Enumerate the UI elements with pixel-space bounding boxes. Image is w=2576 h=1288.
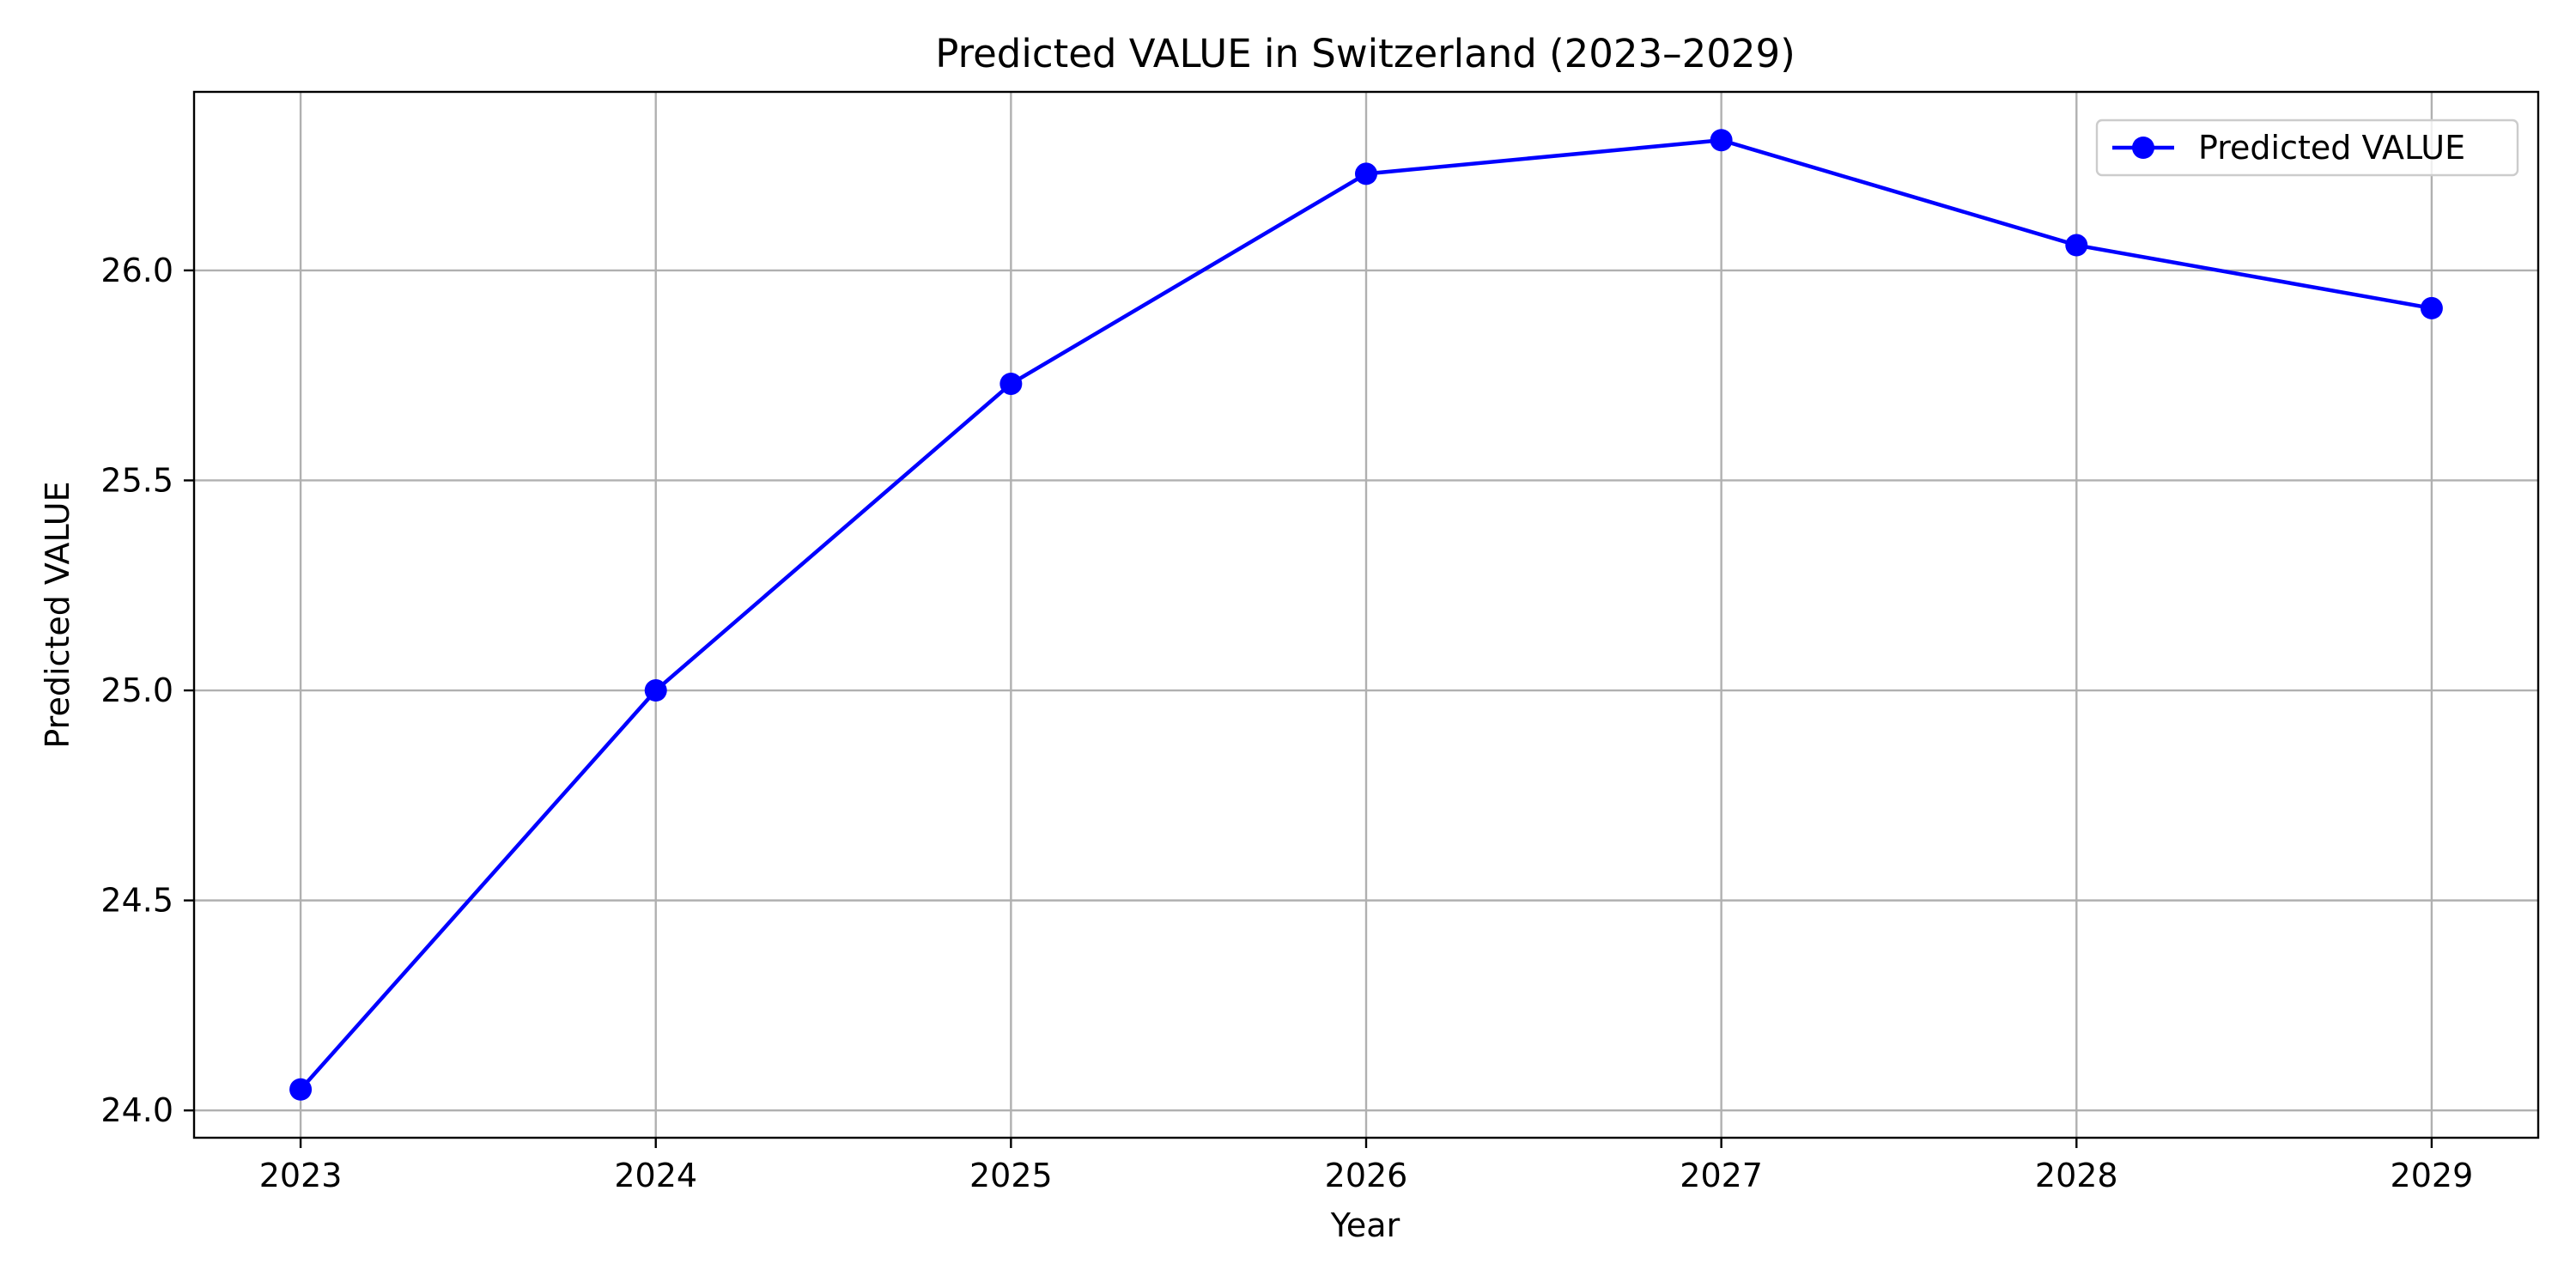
y-tick-label: 25.0 [100, 671, 173, 709]
data-point [289, 1078, 313, 1101]
y-tick-label: 24.5 [100, 882, 173, 920]
y-tick-label: 26.0 [100, 252, 173, 289]
data-point [2065, 234, 2088, 257]
chart-title: Predicted VALUE in Switzerland (2023–202… [935, 31, 1795, 76]
data-point [2420, 296, 2443, 319]
y-tick-label: 25.5 [100, 461, 173, 499]
x-tick-label: 2026 [1325, 1157, 1408, 1194]
y-axis-label: Predicted VALUE [39, 481, 76, 748]
x-tick-label: 2025 [969, 1157, 1053, 1194]
x-tick-label: 2027 [1680, 1157, 1763, 1194]
y-axis: 24.0 24.5 25.0 25.5 26.0 [100, 252, 194, 1129]
series-layer [289, 129, 2443, 1101]
x-tick-label: 2024 [614, 1157, 697, 1194]
x-tick-label: 2028 [2035, 1157, 2118, 1194]
y-tick-label: 24.0 [100, 1091, 173, 1129]
data-point [999, 372, 1023, 395]
x-tick-label: 2029 [2391, 1157, 2474, 1194]
x-tick-label: 2023 [259, 1157, 343, 1194]
data-point [644, 679, 667, 702]
legend: Predicted VALUE [2095, 118, 2519, 177]
x-axis: 2023 2024 2025 2026 2027 2028 2029 [259, 1138, 2474, 1194]
grid-lines [194, 92, 2538, 1138]
data-point [1355, 162, 1377, 185]
legend-frame [2095, 118, 2519, 177]
data-point [1710, 129, 1733, 152]
legend-marker-swatch [2132, 137, 2154, 159]
x-axis-label: Year [1330, 1206, 1400, 1244]
legend-label: Predicted VALUE [2198, 129, 2465, 167]
